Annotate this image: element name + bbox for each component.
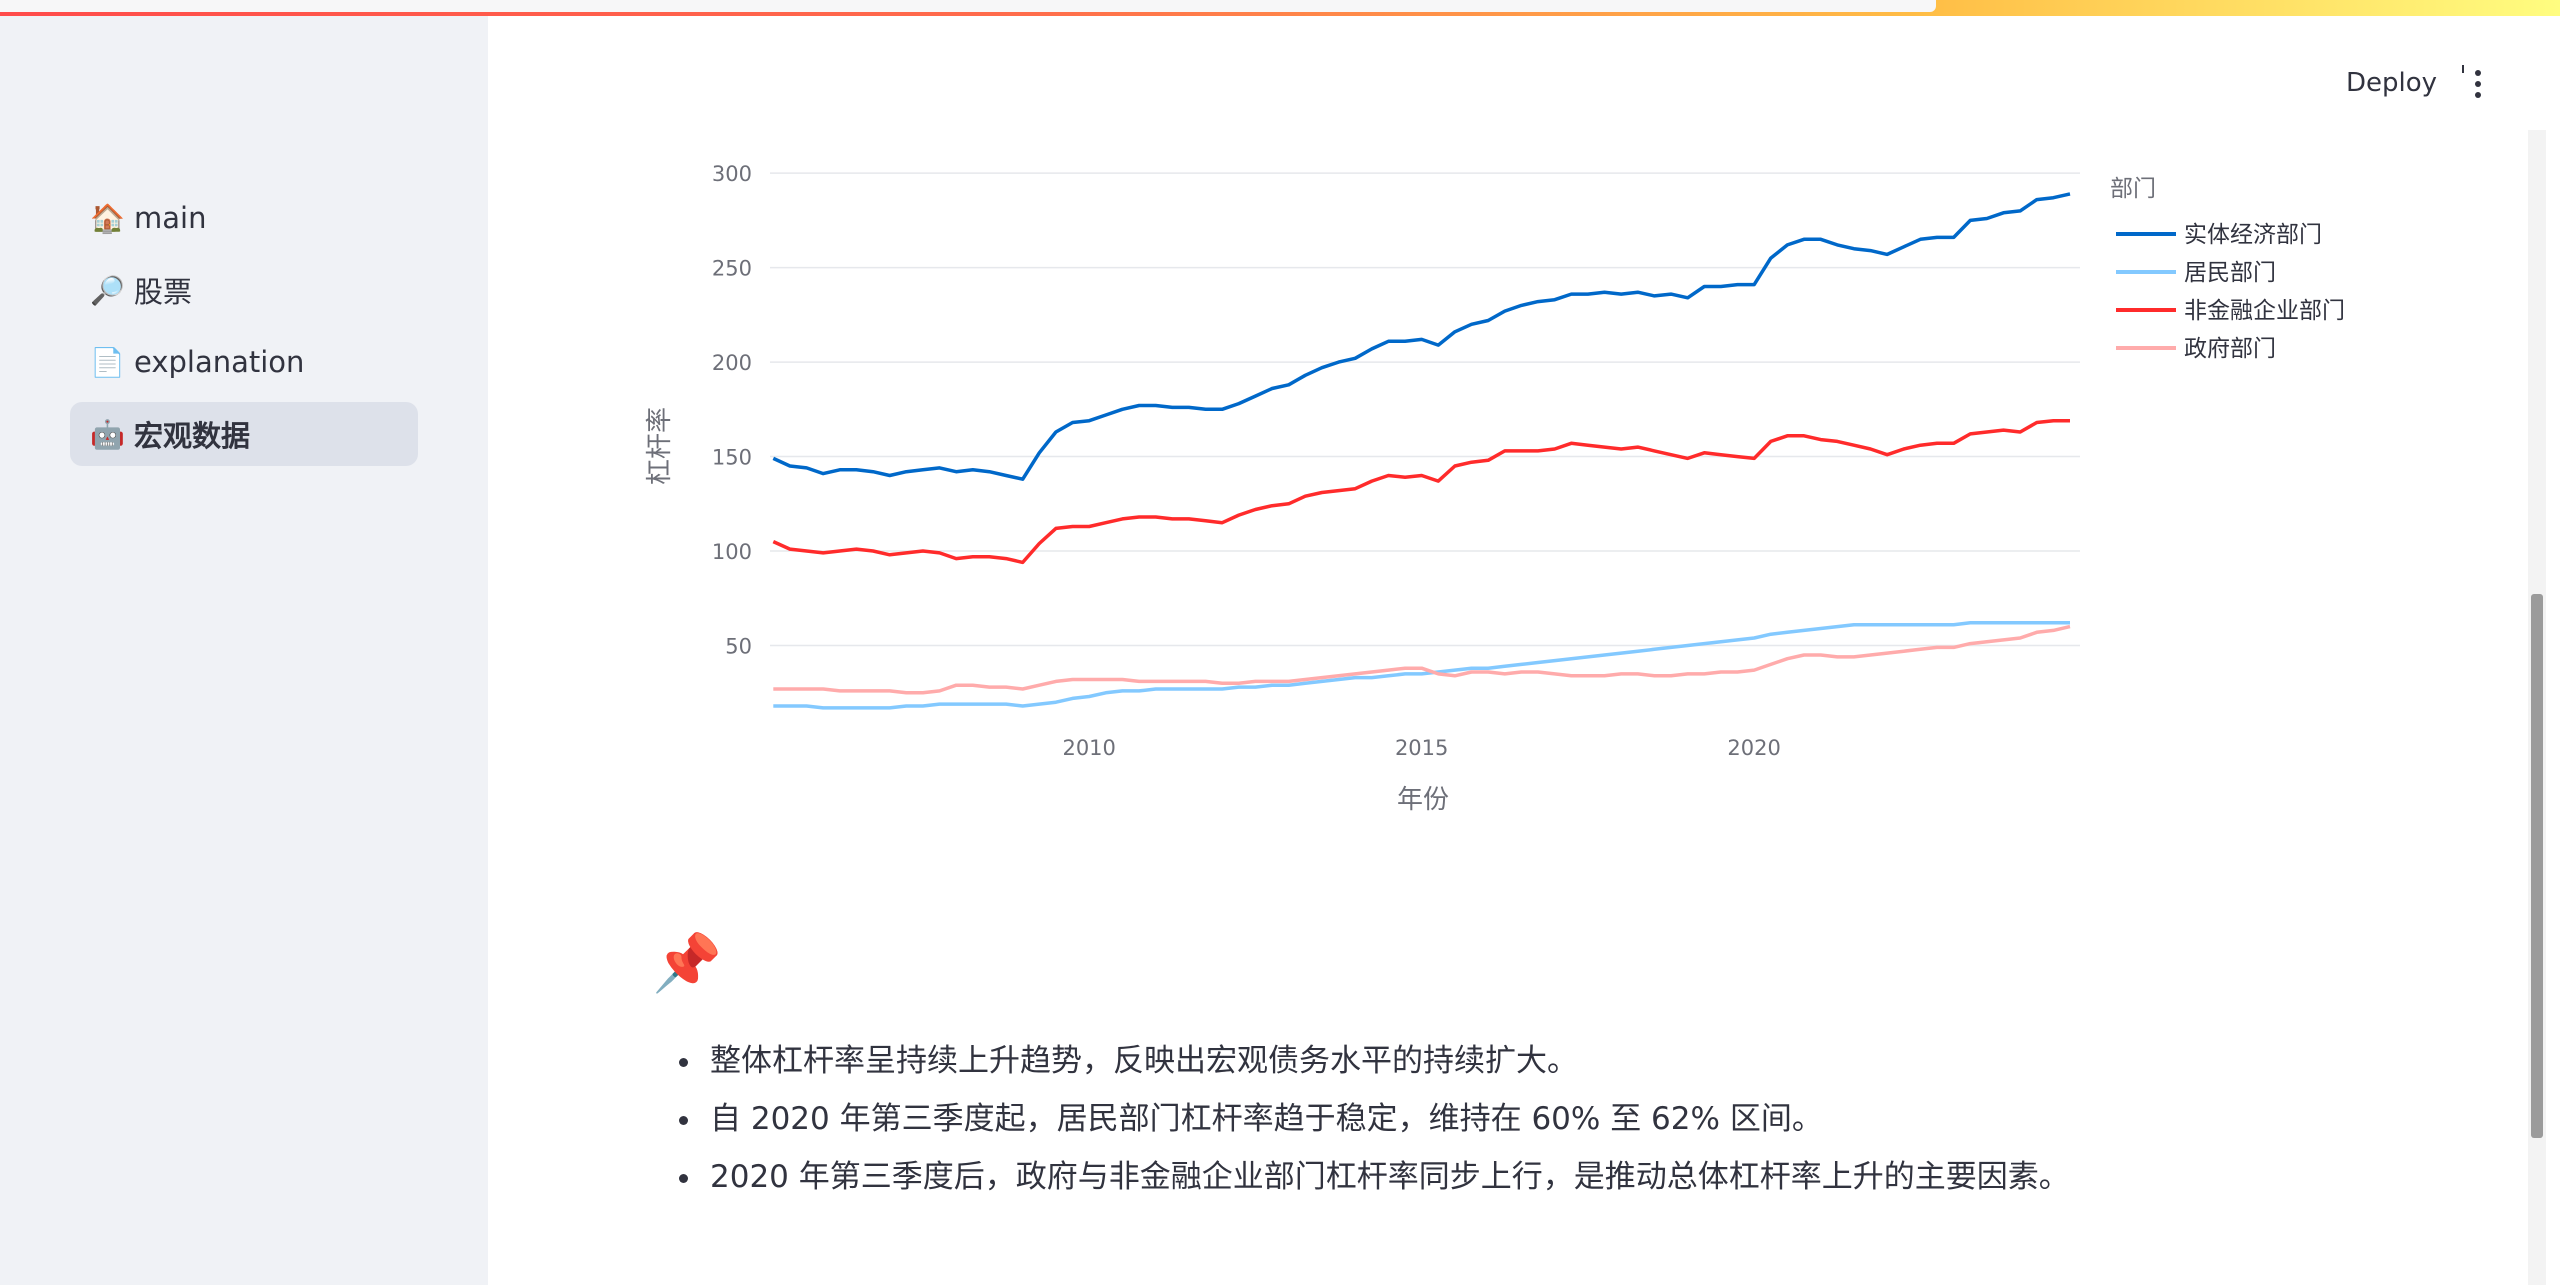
pushpin-icon: 📌 <box>652 931 722 996</box>
series-line-2[interactable] <box>772 418 2070 565</box>
legend-label: 实体经济部门 <box>2184 222 2322 248</box>
chart-ticks: 50 100 150 200 250 300 2010 2015 2020 <box>712 162 1781 760</box>
y-tick-label: 300 <box>712 162 752 186</box>
sidebar-item-stocks[interactable]: 🔎 股票 <box>70 258 418 322</box>
leverage-line-chart[interactable]: 50 100 150 200 250 300 2010 2015 2020 年份 杠杆率 部门 … <box>640 150 2380 830</box>
sidebar-item-label: explanation <box>134 345 305 379</box>
legend-item-2[interactable]: 非金融企业部门 <box>2116 298 2345 324</box>
scrollbar-thumb[interactable] <box>2531 594 2543 1138</box>
summary-item: 自 2020 年第三季度起，居民部门杠杆率趋于稳定，维持在 60% 至 62% … <box>704 1090 2264 1148</box>
browser-tab-strip <box>0 0 1936 12</box>
series-line-3[interactable] <box>773 624 2071 695</box>
y-tick-label: 100 <box>712 540 752 564</box>
x-tick-label: 2020 <box>1727 736 1780 760</box>
sidebar-item-explanation[interactable]: 📄 explanation <box>70 330 418 394</box>
y-tick-label: 150 <box>712 446 752 470</box>
legend-label: 居民部门 <box>2184 260 2276 286</box>
y-tick-label: 200 <box>712 351 752 375</box>
x-tick-label: 2015 <box>1395 736 1448 760</box>
deploy-button[interactable]: Deploy <box>2346 68 2438 98</box>
y-axis-label: 杠杆率 <box>645 407 675 485</box>
legend-title: 部门 <box>2110 176 2156 202</box>
page-icon: 📄 <box>90 345 125 379</box>
summary-item: 整体杠杆率呈持续上升趋势，反映出宏观债务水平的持续扩大。 <box>704 1032 2264 1090</box>
series-line-1[interactable] <box>773 621 2070 710</box>
x-tick-label: 2010 <box>1062 736 1115 760</box>
x-axis-label: 年份 <box>1397 785 1449 815</box>
sidebar-nav: 🏠 main 🔎 股票 📄 explanation 🤖 宏观数据 <box>70 186 418 474</box>
sidebar: 🏠 main 🔎 股票 📄 explanation 🤖 宏观数据 <box>0 16 488 1285</box>
sidebar-item-macro-data[interactable]: 🤖 宏观数据 <box>70 402 418 466</box>
y-tick-label: 50 <box>725 635 752 659</box>
status-indicator <box>2462 65 2464 73</box>
robot-icon: 🤖 <box>90 417 125 451</box>
sidebar-item-label: main <box>134 201 207 235</box>
legend-label: 政府部门 <box>2184 336 2276 362</box>
series-line-0[interactable] <box>772 192 2071 481</box>
chart-series <box>772 192 2071 710</box>
summary-item: 2020 年第三季度后，政府与非金融企业部门杠杆率同步上行，是推动总体杠杆率上升… <box>704 1148 2264 1206</box>
magnifier-icon: 🔎 <box>90 273 125 307</box>
top-decoration-bar <box>0 0 2560 16</box>
chart-gridlines <box>770 172 2080 647</box>
sidebar-item-label: 股票 <box>134 275 193 309</box>
legend-item-1[interactable]: 居民部门 <box>2116 260 2276 286</box>
legend-label: 非金融企业部门 <box>2184 298 2345 324</box>
house-icon: 🏠 <box>90 201 125 235</box>
summary-list: 整体杠杆率呈持续上升趋势，反映出宏观债务水平的持续扩大。 自 2020 年第三季… <box>660 1032 2264 1206</box>
main-menu-icon[interactable] <box>2470 70 2486 102</box>
legend-item-3[interactable]: 政府部门 <box>2116 336 2276 362</box>
sidebar-item-main[interactable]: 🏠 main <box>70 186 418 250</box>
y-tick-label: 250 <box>712 257 752 281</box>
sidebar-item-label: 宏观数据 <box>134 419 251 453</box>
legend-item-0[interactable]: 实体经济部门 <box>2116 222 2322 248</box>
